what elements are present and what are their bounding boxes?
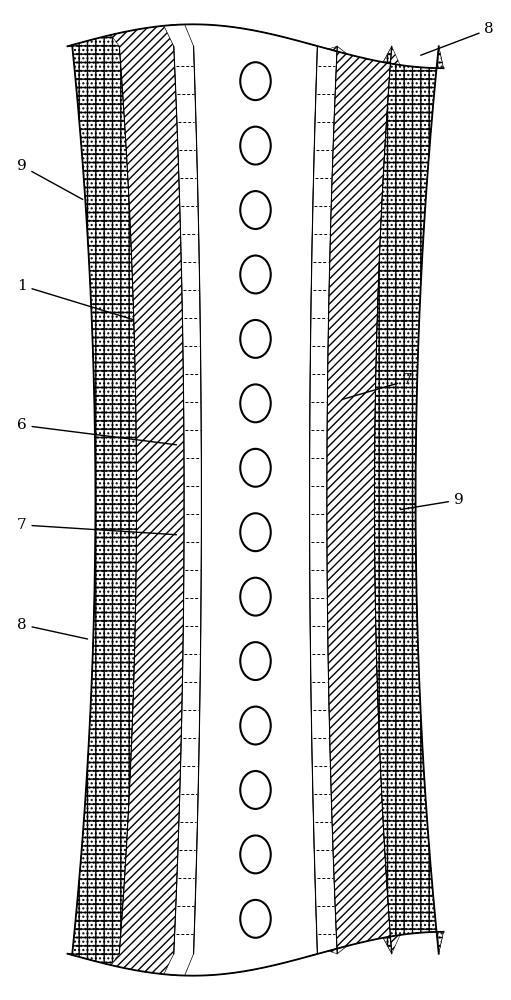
Text: 9: 9 — [17, 159, 83, 199]
Text: 6: 6 — [17, 418, 176, 445]
Polygon shape — [327, 46, 400, 954]
Polygon shape — [67, 31, 136, 969]
Text: 1: 1 — [17, 279, 133, 320]
Text: 9: 9 — [401, 493, 463, 510]
Polygon shape — [375, 46, 444, 954]
Text: 7: 7 — [342, 373, 413, 400]
Text: 8: 8 — [17, 618, 87, 639]
Polygon shape — [308, 43, 347, 957]
Text: 7: 7 — [17, 518, 176, 535]
Polygon shape — [111, 24, 184, 976]
Polygon shape — [184, 24, 327, 976]
Text: 8: 8 — [421, 22, 494, 55]
Polygon shape — [164, 24, 203, 976]
